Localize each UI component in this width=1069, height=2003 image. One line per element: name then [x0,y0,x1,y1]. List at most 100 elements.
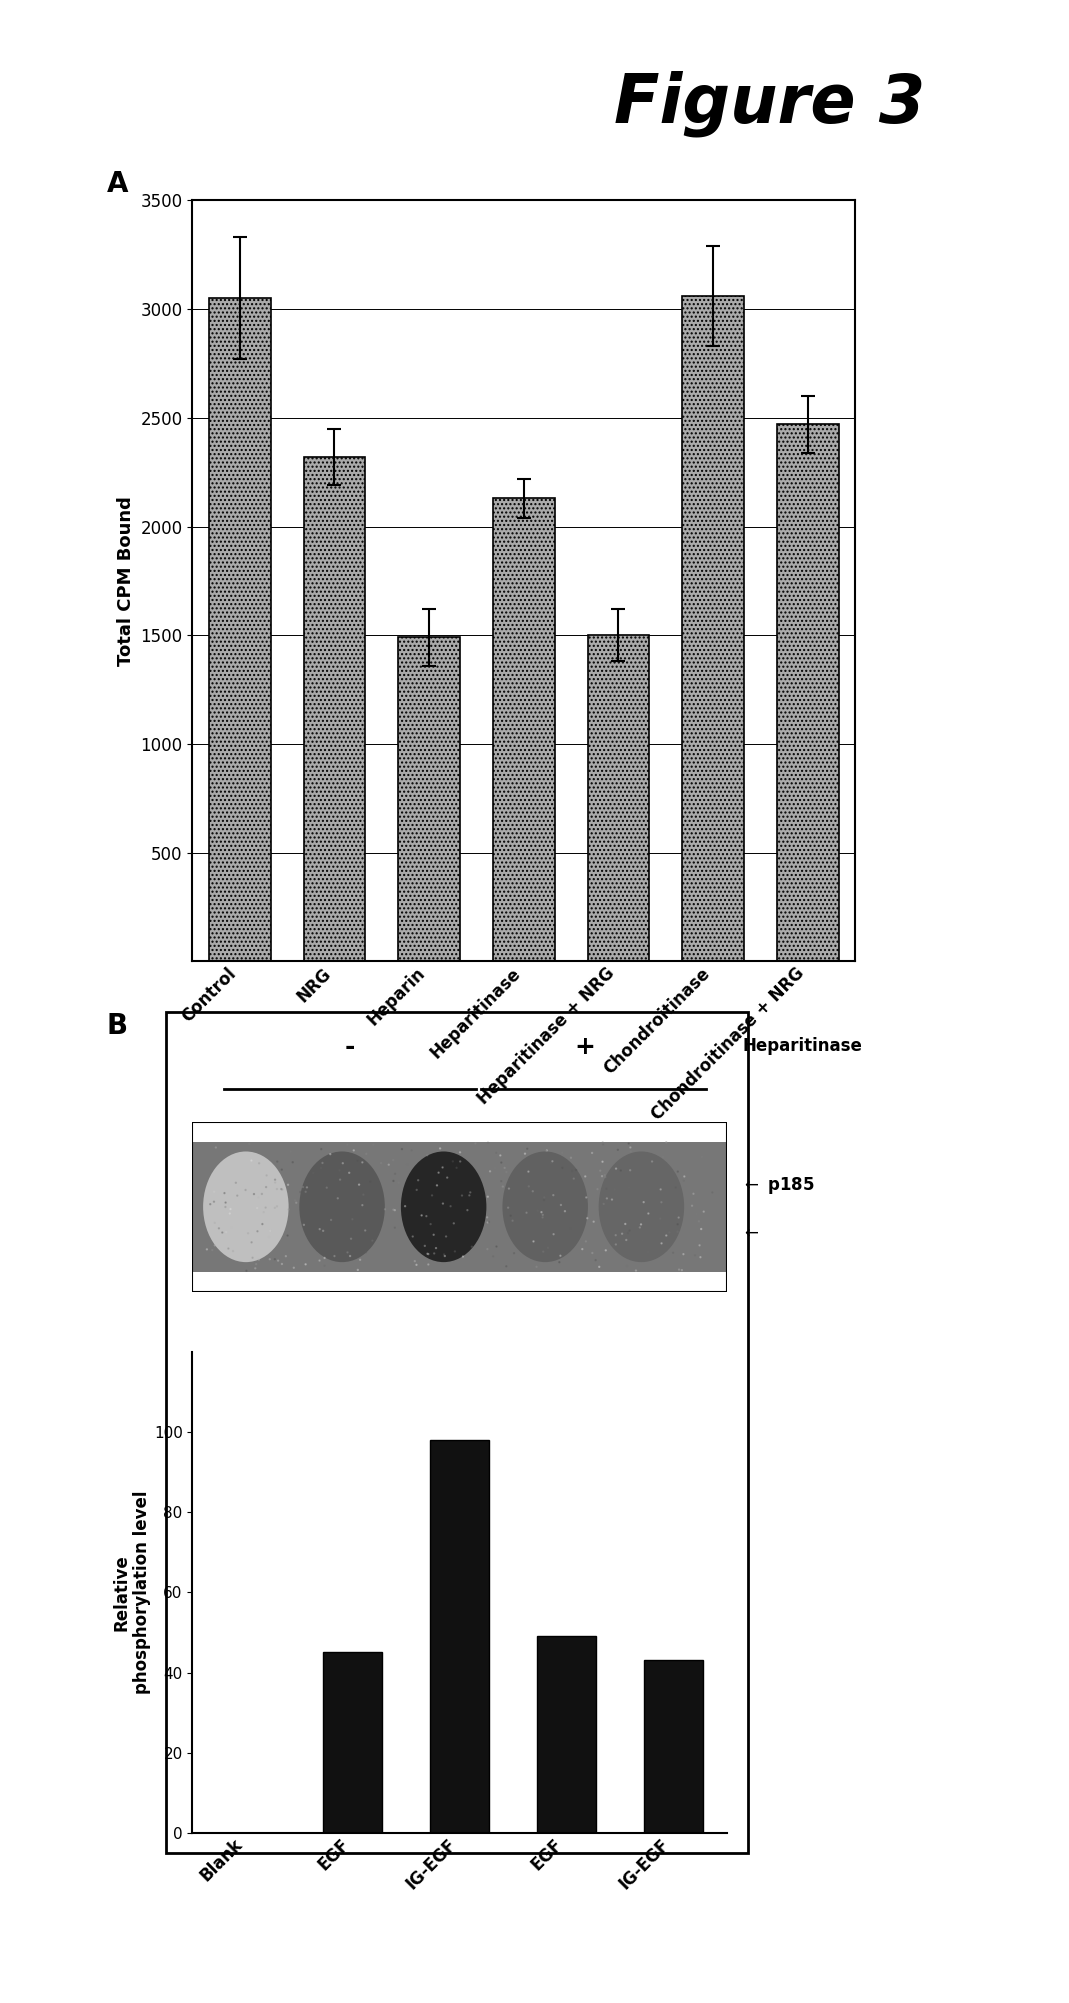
Point [322,1138,339,1170]
Point [462,1176,479,1208]
Point [670,1254,687,1286]
Bar [323,1652,383,1833]
Point [206,1206,223,1238]
Point [386,1194,403,1226]
Point [703,1176,721,1208]
Point [365,1128,382,1160]
Point [350,1254,367,1286]
Point [397,1190,414,1222]
Point [486,1152,503,1184]
Point [525,1226,542,1258]
Point [516,1138,533,1170]
Point [534,1200,552,1232]
Point [387,1158,404,1190]
Point [542,1148,559,1180]
Point [594,1128,611,1160]
Point [413,1200,430,1232]
Ellipse shape [203,1152,289,1262]
Ellipse shape [401,1152,486,1262]
Point [437,1220,454,1252]
Point [260,1222,277,1254]
Text: Figure 3: Figure 3 [614,70,926,136]
Point [695,1196,712,1228]
Point [258,1160,275,1192]
Point [484,1240,501,1272]
Point [262,1216,279,1248]
Point [536,1182,553,1214]
Point [288,1186,305,1218]
Point [562,1142,579,1174]
Point [613,1154,630,1186]
Point [481,1156,498,1188]
Point [479,1206,496,1238]
Point [597,1162,614,1194]
Point [250,1182,267,1214]
Point [331,1164,348,1196]
Point [399,1148,416,1180]
Point [357,1214,374,1246]
Point [239,1218,257,1250]
Point [419,1140,436,1172]
Point [461,1180,478,1212]
Text: $\leftarrow$: $\leftarrow$ [741,1224,759,1240]
Point [435,1238,452,1270]
Point [297,1176,314,1208]
Point [438,1162,455,1194]
Point [593,1160,610,1192]
Point [597,1160,614,1192]
Point [683,1190,700,1222]
Point [314,1214,331,1246]
Point [434,1188,451,1220]
Point [266,1166,283,1198]
Bar [430,1440,490,1833]
Point [420,1248,437,1280]
Point [661,1216,678,1248]
Point [292,1176,309,1208]
Point [603,1184,620,1216]
Point [621,1214,638,1246]
Point [246,1178,263,1210]
Bar [493,499,555,961]
Point [286,1184,304,1216]
Point [479,1234,496,1266]
Point [250,1244,267,1276]
Point [554,1152,571,1184]
Point [217,1186,234,1218]
Point [253,1178,270,1210]
Point [467,1128,484,1160]
Point [344,1204,361,1236]
Point [654,1142,671,1174]
Point [284,1146,301,1178]
Point [223,1212,241,1244]
Point [409,1164,427,1196]
Point [669,1156,686,1188]
Point [339,1236,356,1268]
Point [348,1144,366,1176]
Point [540,1232,557,1264]
Point [217,1192,234,1224]
Point [633,1208,650,1240]
Point [544,1146,561,1178]
Point [224,1236,242,1268]
Point [351,1168,368,1200]
Point [607,1220,624,1252]
Point [536,1184,553,1216]
Point [463,1230,480,1262]
Point [652,1174,669,1206]
Point [561,1212,578,1244]
Point [295,1210,312,1242]
Point [199,1234,216,1266]
Point [298,1172,315,1204]
Point [429,1170,446,1202]
Point [451,1136,468,1168]
Point [258,1172,275,1204]
Bar [777,425,838,961]
Point [386,1212,403,1244]
Point [620,1172,637,1204]
Point [249,1216,266,1248]
Point [492,1140,509,1172]
Point [480,1206,497,1238]
Point [566,1162,583,1194]
Point [261,1244,278,1276]
Point [422,1208,439,1240]
